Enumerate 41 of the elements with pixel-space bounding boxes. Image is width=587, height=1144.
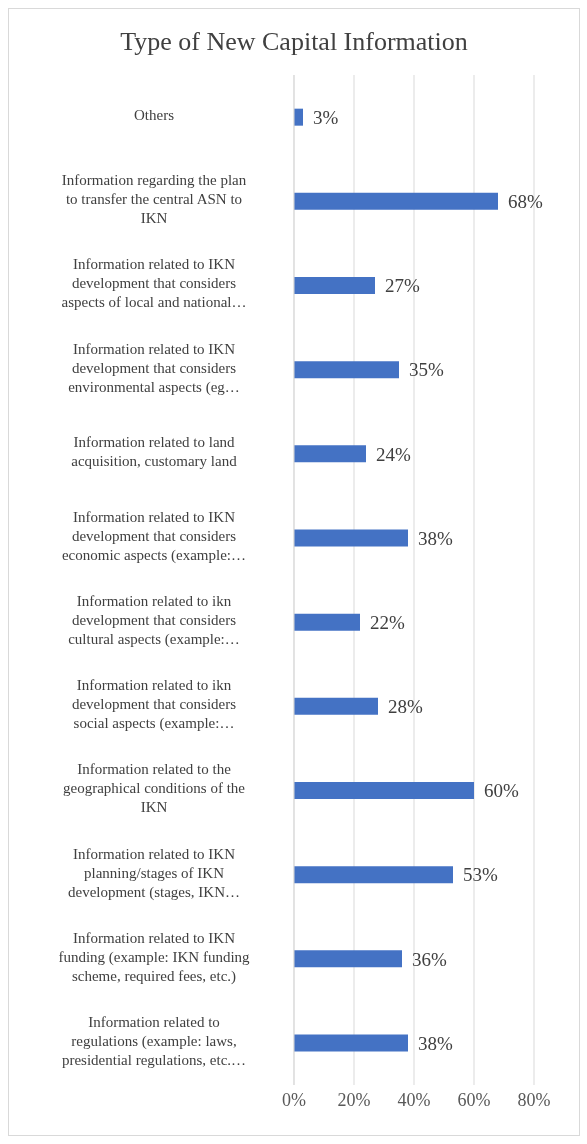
bar [294,613,360,631]
data-label: 60% [484,780,519,802]
bar [294,529,408,547]
y-tick-label: Information related to ikn development that considers cultural aspects (example:… [68,593,240,649]
bar [294,445,366,463]
y-tick-label: Information related to regulations (example: laws, presidential regulations, etc.… [61,1014,247,1069]
bar [294,697,378,715]
y-tick-label: Information related to IKN planning/stages of IKN development (stages, IKN… [67,846,241,902]
y-tick-label: Information related to IKN funding (example: IKN funding scheme, required fees, etc.) [58,930,251,986]
x-tick-label: 60% [457,1089,491,1110]
data-label: 36% [412,948,447,970]
data-label: 3% [313,106,339,128]
y-tick-label: Information related to IKN development that considers environmental aspects (eg… [68,341,240,397]
x-tick-label: 80% [517,1089,551,1110]
x-tick-label: 40% [397,1089,431,1110]
bar [294,1034,408,1052]
bar [294,192,498,210]
y-tick-label: Information related to land acquisition, customary land [71,434,238,470]
chart-title: Type of New Capital Information [119,26,469,58]
data-label: 53% [463,864,498,886]
y-tick-label: Others [134,107,175,124]
data-label: 27% [385,275,420,297]
y-tick-label: Information related to the geographical conditions of the IKN [62,761,246,816]
bar [294,782,474,799]
data-label: 38% [418,1032,453,1054]
data-label: 38% [418,527,453,549]
y-tick-label: Information related to IKN development that considers aspects of local and national… [61,256,247,311]
data-label: 68% [508,191,543,213]
y-tick-label: Information regarding the plan to transfer the central ASN to IKN [61,172,247,227]
data-label: 22% [370,611,405,633]
bar [294,277,375,294]
data-label: 28% [388,696,423,718]
y-tick-label: Information related to IKN development that considers economic aspects (example:… [61,509,247,565]
x-tick-label: 20% [337,1089,371,1110]
data-label: 35% [409,359,444,381]
bar [294,866,453,884]
y-tick-label: Information related to ikn development that considers social aspects (example:… [71,677,237,733]
data-label: 24% [376,443,411,465]
x-tick-label: 0% [282,1089,306,1110]
bar [294,950,402,968]
bar [294,361,399,379]
